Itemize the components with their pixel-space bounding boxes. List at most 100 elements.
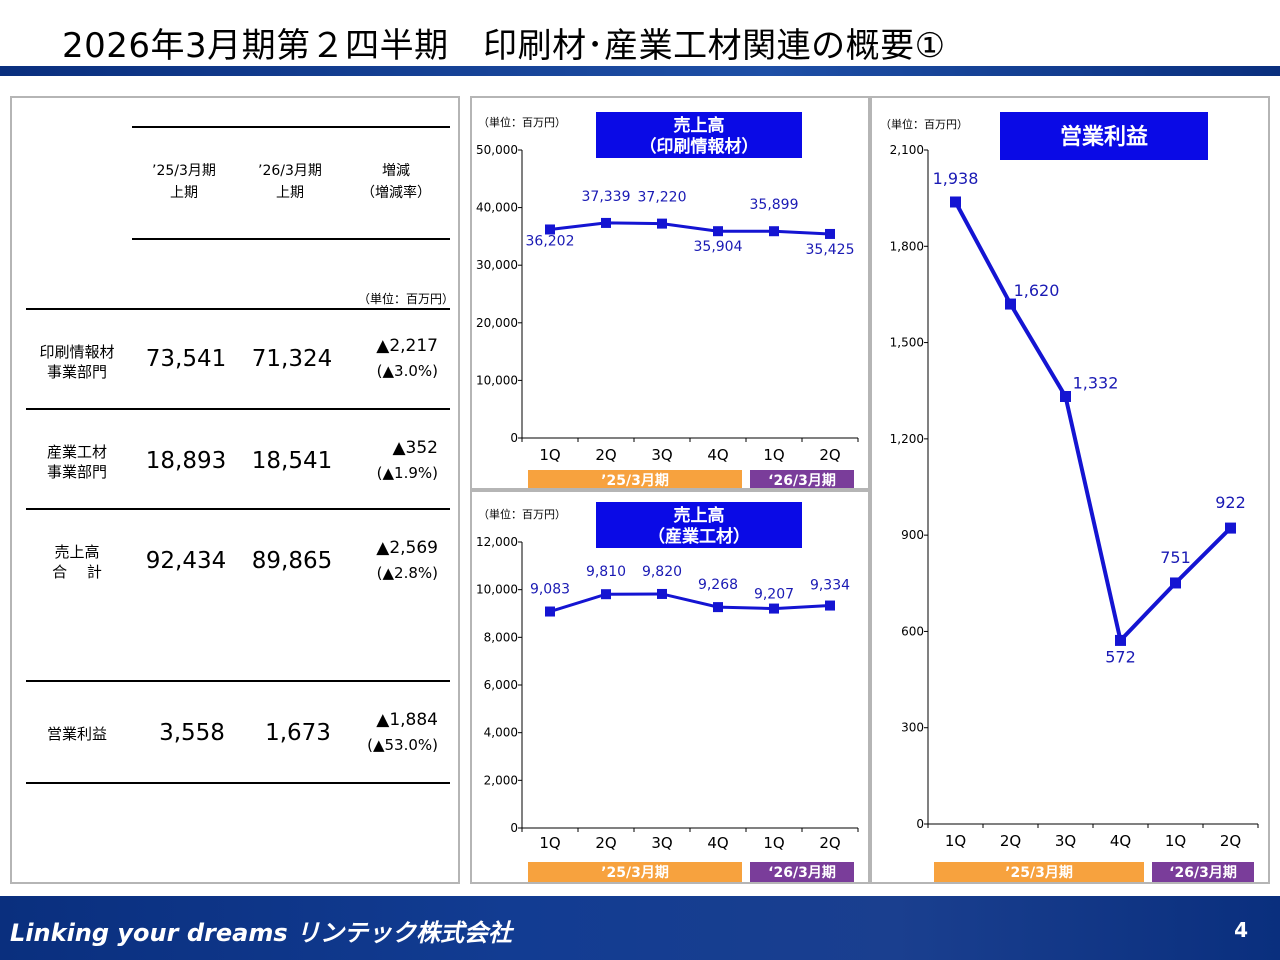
y-tick-label: 6,000 [484,678,518,692]
data-label: 35,899 [750,197,799,213]
data-label: 9,268 [698,577,738,593]
x-tick-label: 2Q [1220,832,1241,850]
row-rule-4 [26,680,450,682]
data-label: 35,425 [806,242,855,258]
change-rate: (▲2.8%) [376,564,438,582]
x-tick-label: 2Q [819,834,840,852]
data-point [1005,298,1016,310]
x-tick-label: 1Q [945,832,966,850]
operating-income-chart-panel: （単位：百万円） 営業利益 0 300 600 900 1,200 1,500 1,800 2,1… [870,96,1270,884]
y-tick-label: 12,000 [476,535,518,549]
printing-change: ▲2,217 (▲3.0%) [338,334,438,384]
y-tick-label: 1,800 [890,239,924,253]
row-label-line1: 印刷情報材 [39,343,115,361]
data-label: 36,202 [526,233,575,249]
chart-subtitle: （印刷情報材） [640,136,759,157]
operating-curr-value: 1,673 [265,720,331,746]
chart-unit-label: （単位：百万円） [478,507,566,521]
sales-industrial-chart: （単位：百万円） 売上高（産業工材） 0 2,000 4,000 6,000 8,000 10… [476,502,859,882]
summary-table-panel: ’25/3月期 上期 ’26/3月期 上期 増減 （増減率） （単位：百万円） … [10,96,460,884]
row-rule-1 [26,308,450,310]
data-label: 37,339 [582,189,631,205]
change-rate: (▲1.9%) [376,464,438,482]
y-tick-label: 0 [510,431,518,445]
sales-industrial-chart-panel: （単位：百万円） 売上高 （産業工材） 0 2,000 4,000 6,000 8,000 10… [470,490,870,884]
header-change: 増減 （増減率） [346,160,446,204]
change-rate: (▲53.0%) [367,736,438,754]
operating-income-chart: （単位：百万円） 営業利益 0 300 600 900 1,200 1,500 1,800 2,1… [880,112,1259,882]
industrial-curr-value: 18,541 [251,448,333,474]
data-label: 1,620 [1014,281,1060,300]
industrial-prev-value: 18,893 [145,448,227,474]
data-label: 1,332 [1073,373,1119,392]
x-tick-label: 3Q [1055,832,1076,850]
title-underline-bar [0,66,1280,76]
header-curr-period: ’26/3月期 上期 [240,160,340,204]
period-bar-curr [750,862,854,882]
x-tick-label: 1Q [763,446,784,464]
data-point [601,589,611,600]
data-point [1225,522,1236,534]
x-tick-label: 3Q [651,834,672,852]
x-tick-label: 1Q [1165,832,1186,850]
change-amount: ▲2,217 [376,336,438,356]
series-line [549,592,831,613]
row-label-line1: 営業利益 [46,725,107,743]
row-label-printing: 印刷情報材 事業部門 [26,342,128,382]
x-tick-label: 1Q [539,834,560,852]
y-tick-label: 30,000 [476,258,518,272]
data-point [950,196,961,208]
operating-prev-value: 3,558 [159,720,225,746]
row-rule-5 [26,782,450,784]
period-label-prev: ’25/3月期 [601,473,669,488]
period-bar-curr [1152,862,1254,882]
y-tick-label: 8,000 [484,630,518,644]
chart-title: 営業利益 [1060,124,1148,150]
period-bar-prev [528,470,742,490]
chart-subtitle: （産業工材） [648,526,750,547]
data-point [825,600,835,611]
header-change-line1: 増減 [382,163,410,179]
data-point [1060,390,1071,402]
period-label-prev: ’25/3月期 [1005,865,1073,881]
x-tick-label: 4Q [1110,832,1131,850]
row-label-operating-income: 営業利益 [26,724,128,744]
header-curr-line2: 上期 [276,185,304,201]
chart-title-box [596,502,802,548]
chart-unit-label: （単位：百万円） [880,117,968,131]
row-label-line2: 事業部門 [46,363,107,381]
header-curr-line1: ’26/3月期 [258,163,322,179]
y-tick-label: 0 [916,817,924,831]
total-prev-value: 92,434 [145,548,227,574]
header-prev-line2: 上期 [170,185,198,201]
change-rate: (▲3.0%) [376,362,438,380]
data-point [713,226,723,237]
total-change: ▲2,569 (▲2.8%) [338,536,438,586]
change-amount: ▲2,569 [376,538,438,558]
y-tick-label: 1,200 [890,432,924,446]
data-point [769,603,779,614]
data-point [769,226,779,237]
header-prev-line1: ’25/3月期 [152,163,216,179]
period-bar-curr [750,470,854,490]
industrial-change: ▲352 (▲1.9%) [338,436,438,486]
y-tick-label: 300 [901,721,924,735]
series-line [953,201,1232,645]
x-tick-label: 4Q [707,834,728,852]
chart-title-box [596,112,802,158]
data-point [545,224,555,235]
header-prev-period: ’25/3月期 上期 [134,160,234,204]
period-bar-prev [934,862,1144,882]
row-label-industrial: 産業工材 事業部門 [26,442,128,482]
total-curr-value: 89,865 [251,548,333,574]
period-bar-prev [528,862,742,882]
data-point [825,228,835,239]
x-tick-label: 1Q [763,834,784,852]
printing-curr-value: 71,324 [251,346,333,372]
company-slogan: Linking your dreams リンテック株式会社 [10,919,512,947]
data-label: 922 [1215,493,1246,512]
data-label: 37,220 [638,190,687,206]
x-tick-label: 1Q [539,446,560,464]
change-amount: ▲1,884 [376,710,438,730]
header-change-line2: （増減率） [361,185,431,201]
